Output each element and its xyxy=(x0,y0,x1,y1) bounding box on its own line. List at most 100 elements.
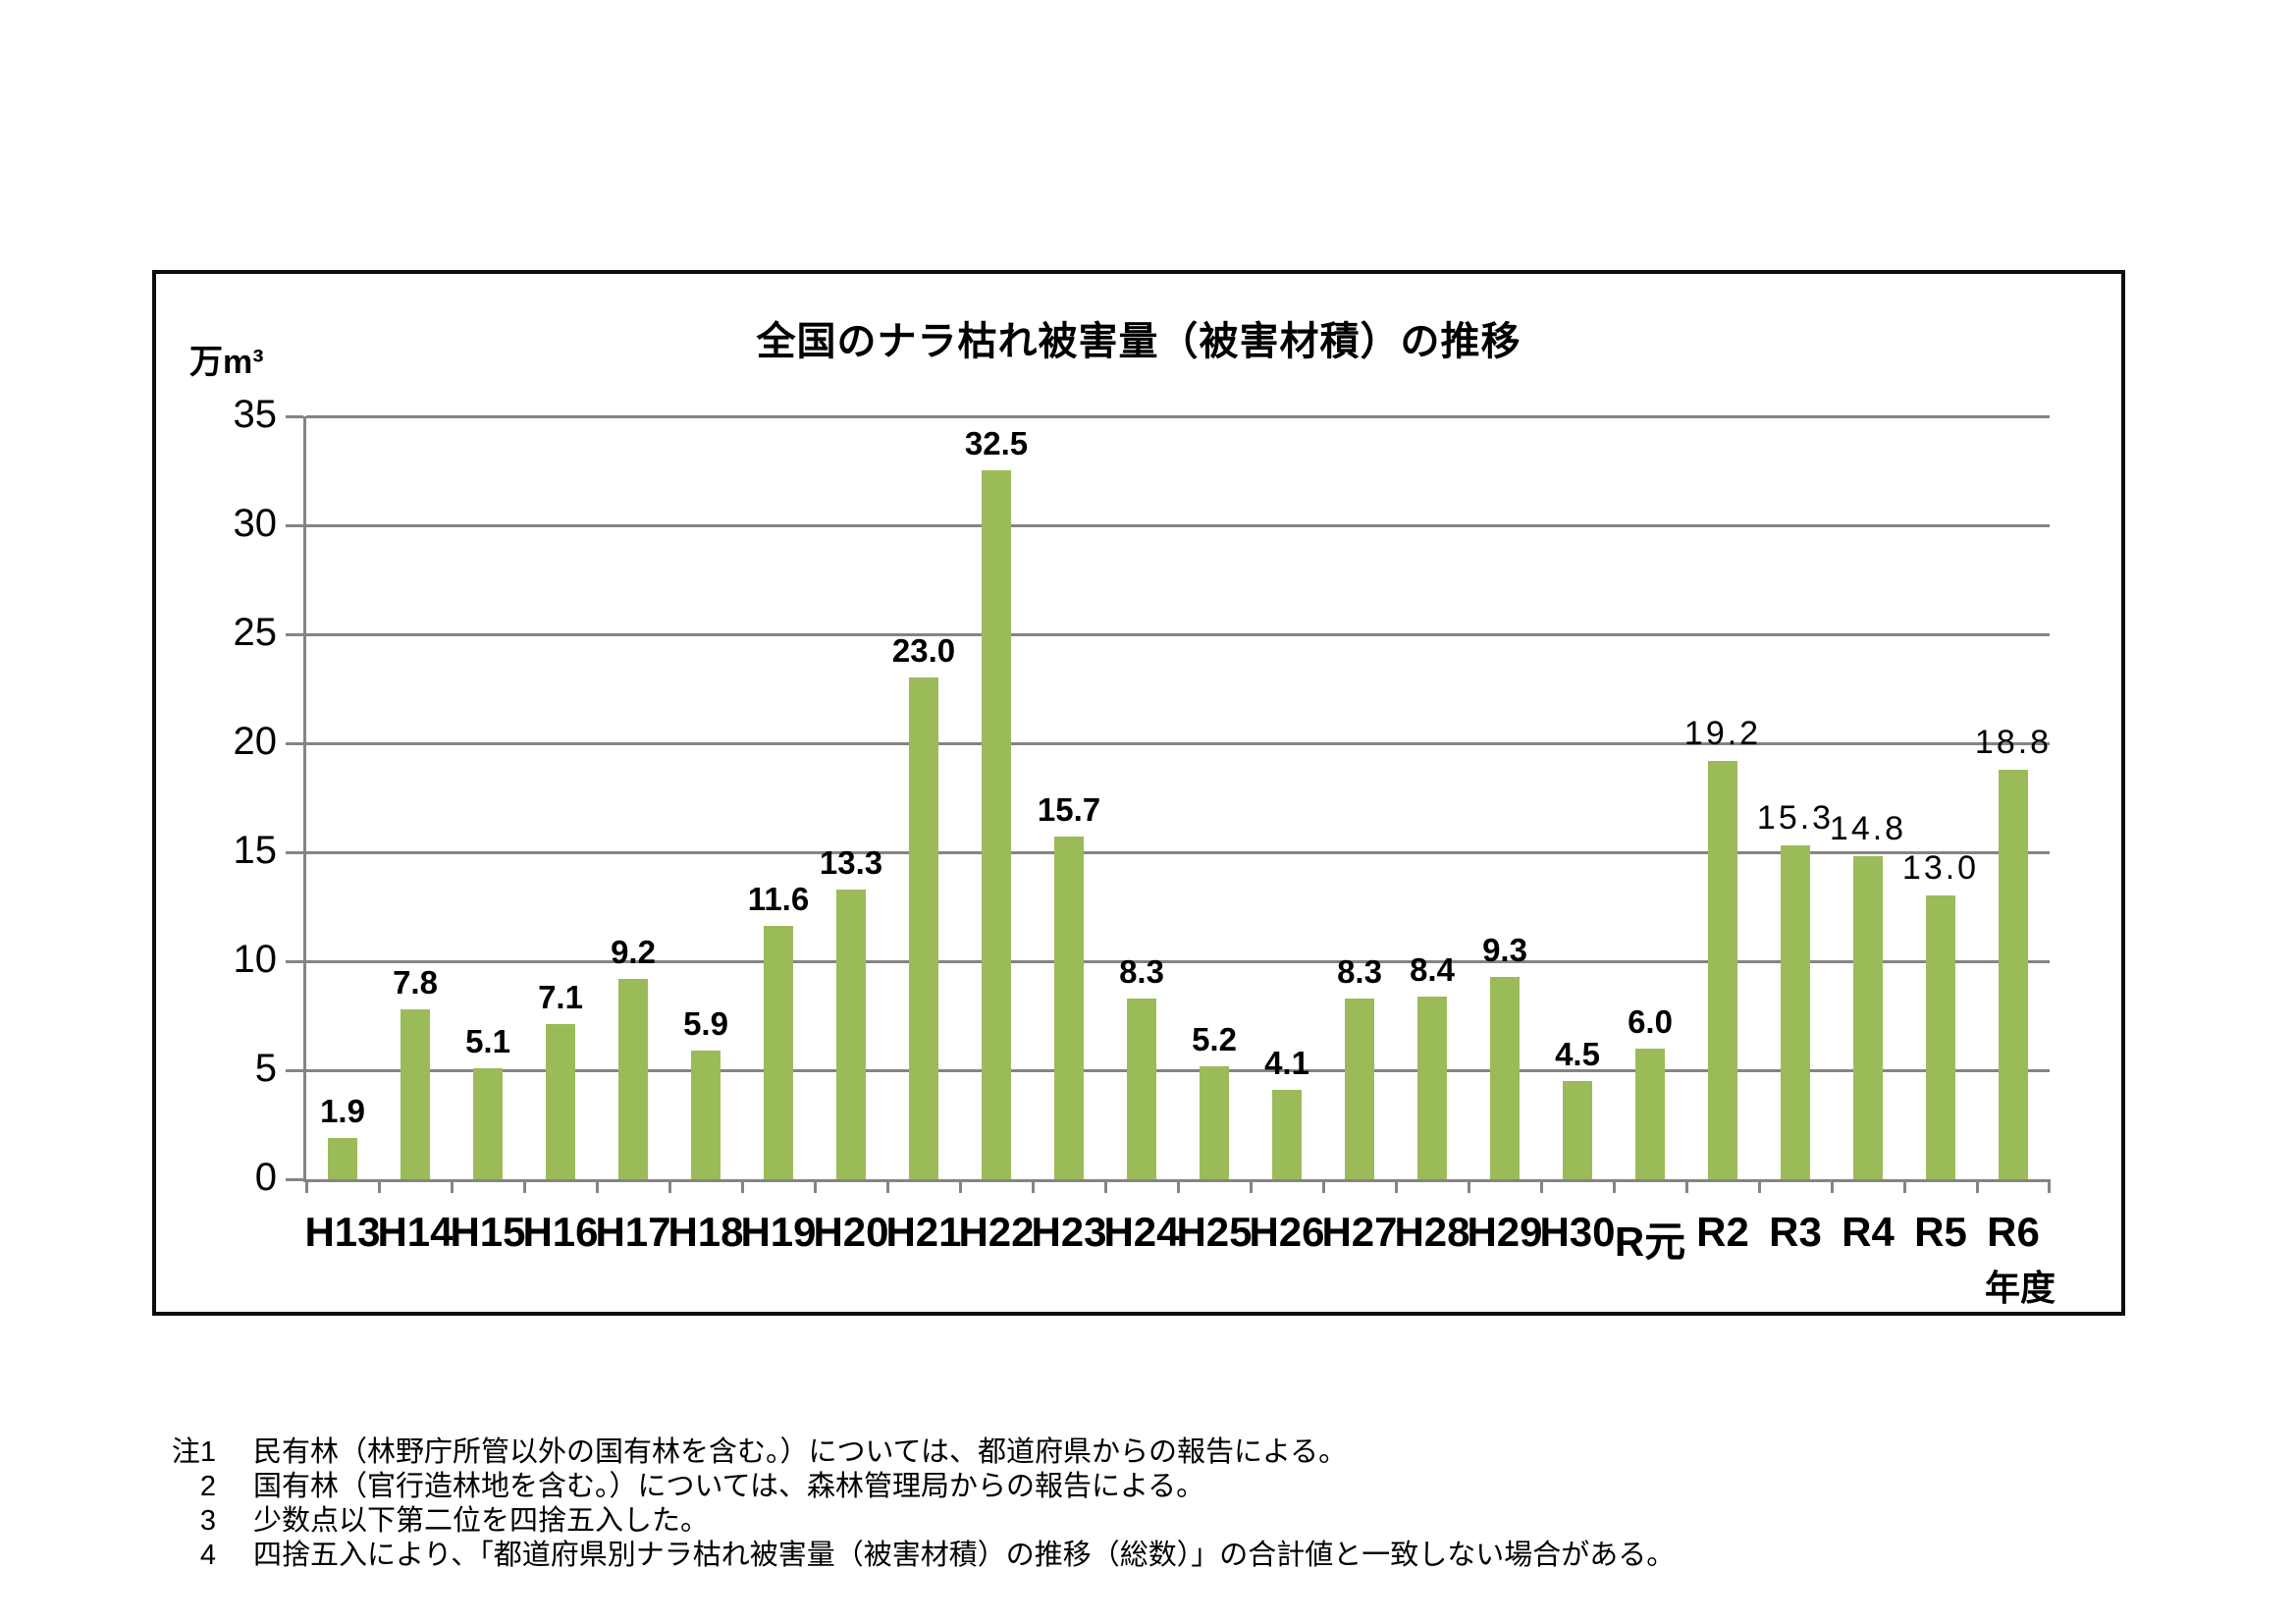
bar-H14 xyxy=(400,1009,430,1179)
gridline-30 xyxy=(306,524,2050,527)
x-axis-tick-0 xyxy=(305,1179,308,1193)
x-axis-unit-label: 年度 xyxy=(1984,1268,2056,1308)
bar-H26 xyxy=(1272,1090,1302,1179)
bar-H27 xyxy=(1345,999,1374,1179)
x-axis-tick-10 xyxy=(1032,1179,1035,1193)
bar-value-label-H20: 13.3 xyxy=(819,844,883,881)
x-tick-label-R6: R6 xyxy=(1987,1209,2040,1255)
x-tick-label-R5: R5 xyxy=(1914,1209,1967,1255)
bar-value-label-H23: 15.7 xyxy=(1037,791,1101,828)
x-axis-tick-24 xyxy=(2048,1179,2051,1193)
bar-H16 xyxy=(546,1024,575,1179)
bar-R6 xyxy=(1999,770,2028,1179)
x-axis-tick-14 xyxy=(1322,1179,1325,1193)
bar-value-label-R6: 18.8 xyxy=(1974,724,2053,761)
gridline-5 xyxy=(306,1069,2050,1072)
y-tick-label-35: 35 xyxy=(233,393,278,436)
x-tick-label-H23: H23 xyxy=(1031,1209,1107,1255)
bar-H17 xyxy=(618,979,648,1179)
gridline-20 xyxy=(306,742,2050,745)
bar-H15 xyxy=(473,1068,503,1179)
x-axis-tick-15 xyxy=(1395,1179,1398,1193)
x-axis-tick-18 xyxy=(1613,1179,1616,1193)
x-tick-label-H14: H14 xyxy=(377,1209,454,1255)
x-axis-tick-8 xyxy=(886,1179,889,1193)
x-axis-tick-17 xyxy=(1540,1179,1543,1193)
bar-R2 xyxy=(1708,761,1737,1179)
y-axis-tick-30 xyxy=(286,524,303,527)
y-axis-tick-0 xyxy=(286,1178,303,1181)
x-tick-label-H30: H30 xyxy=(1539,1209,1616,1255)
bar-H23 xyxy=(1054,837,1084,1179)
bar-H22 xyxy=(982,470,1011,1179)
y-tick-label-5: 5 xyxy=(254,1047,277,1090)
bar-value-label-H21: 23.0 xyxy=(891,632,956,669)
footnote-marker-1: 注1 xyxy=(171,1436,216,1468)
bar-value-label-H27: 8.3 xyxy=(1337,953,1382,990)
x-axis-tick-11 xyxy=(1104,1179,1107,1193)
bar-value-label-H18: 5.9 xyxy=(683,1005,728,1042)
x-tick-label-H20: H20 xyxy=(813,1209,889,1255)
bar-H13 xyxy=(328,1138,357,1179)
gridline-15 xyxy=(306,851,2050,854)
y-tick-label-15: 15 xyxy=(233,829,278,872)
x-tick-label-H27: H27 xyxy=(1321,1209,1398,1255)
footnote-marker-4: 4 xyxy=(199,1540,216,1571)
y-tick-label-30: 30 xyxy=(233,502,278,545)
y-axis-tick-25 xyxy=(286,633,303,636)
bar-value-label-H24: 8.3 xyxy=(1119,953,1164,990)
bar-value-label-H14: 7.8 xyxy=(393,964,438,1001)
bar-H20 xyxy=(836,890,866,1179)
chart-frame: 全国のナラ枯れ被害量（被害材積）の推移 万m³ 年度 0 5 10 15 20 25 30 3… xyxy=(152,270,2125,1316)
x-axis-tick-13 xyxy=(1250,1179,1253,1193)
x-tick-label-H26: H26 xyxy=(1249,1209,1325,1255)
y-axis-tick-20 xyxy=(286,742,303,745)
x-tick-label-H17: H17 xyxy=(595,1209,671,1255)
y-tick-label-0: 0 xyxy=(254,1156,277,1199)
y-tick-label-20: 20 xyxy=(233,720,278,763)
x-tick-label-R元: R元 xyxy=(1614,1218,1686,1265)
bar-value-label-H29: 9.3 xyxy=(1482,932,1527,968)
y-axis-tick-10 xyxy=(286,960,303,963)
x-axis-tick-22 xyxy=(1903,1179,1906,1193)
x-tick-label-H28: H28 xyxy=(1394,1209,1470,1255)
x-tick-label-H19: H19 xyxy=(740,1209,817,1255)
bar-H24 xyxy=(1127,999,1156,1179)
bar-value-label-H26: 4.1 xyxy=(1264,1045,1309,1081)
x-axis-tick-6 xyxy=(741,1179,744,1193)
y-axis-unit-label: 万m³ xyxy=(189,344,264,381)
bar-R3 xyxy=(1781,845,1810,1179)
bar-H19 xyxy=(764,926,793,1179)
footnote-row-3: 3 少数点以下第二位を四捨五入した。 xyxy=(157,1504,1675,1539)
bar-H18 xyxy=(691,1051,721,1179)
x-tick-label-R4: R4 xyxy=(1842,1209,1895,1255)
x-axis-tick-21 xyxy=(1831,1179,1834,1193)
bar-value-label-H17: 9.2 xyxy=(611,934,656,970)
gridline-35 xyxy=(306,415,2050,418)
bar-value-label-H19: 11.6 xyxy=(747,881,810,917)
x-axis-tick-9 xyxy=(959,1179,962,1193)
footnote-text-4: 四捨五入により、「都道府県別ナラ枯れ被害量（被害材積）の推移（総数）」の合計値と… xyxy=(253,1540,1676,1571)
footnote-row-4: 4 四捨五入により、「都道府県別ナラ枯れ被害量（被害材積）の推移（総数）」の合計値… xyxy=(157,1539,1675,1573)
x-tick-label-H24: H24 xyxy=(1103,1209,1180,1255)
y-tick-label-10: 10 xyxy=(233,938,278,981)
x-axis-tick-12 xyxy=(1177,1179,1180,1193)
x-tick-label-H25: H25 xyxy=(1176,1209,1253,1255)
x-axis-tick-7 xyxy=(814,1179,817,1193)
bar-H29 xyxy=(1490,977,1520,1179)
x-tick-label-H16: H16 xyxy=(522,1209,599,1255)
bar-value-label-H16: 7.1 xyxy=(538,979,583,1015)
bar-H28 xyxy=(1417,997,1447,1179)
x-axis-tick-3 xyxy=(523,1179,526,1193)
y-axis-tick-15 xyxy=(286,851,303,854)
x-axis-tick-23 xyxy=(1976,1179,1979,1193)
bar-R元 xyxy=(1635,1049,1665,1179)
x-axis-tick-1 xyxy=(378,1179,381,1193)
x-axis-tick-19 xyxy=(1685,1179,1688,1193)
bar-H30 xyxy=(1563,1081,1592,1179)
bar-R5 xyxy=(1926,895,1955,1179)
footnotes: 注1 民有林（林野庁所管以外の国有林を含む。）については、都道府県からの報告による… xyxy=(157,1435,1675,1573)
footnote-text-3: 少数点以下第二位を四捨五入した。 xyxy=(253,1505,710,1537)
bar-value-label-R5: 13.0 xyxy=(1901,849,1980,887)
footnote-marker-3: 3 xyxy=(199,1505,216,1537)
